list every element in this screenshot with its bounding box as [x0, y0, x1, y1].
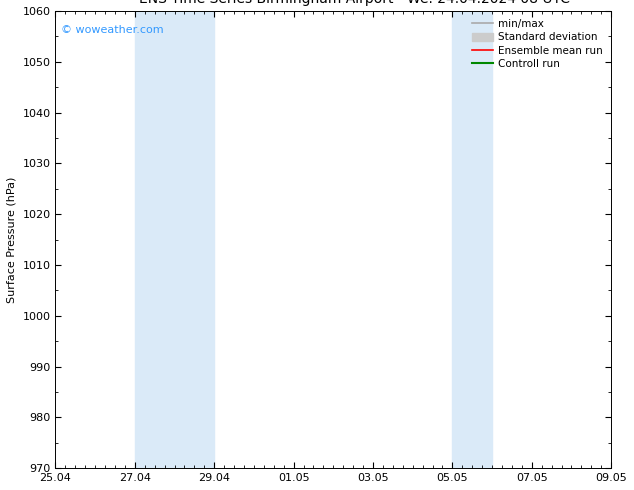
Bar — [135, 11, 214, 468]
Text: © woweather.com: © woweather.com — [61, 24, 164, 35]
Legend: min/max, Standard deviation, Ensemble mean run, Controll run: min/max, Standard deviation, Ensemble me… — [469, 16, 606, 72]
Bar — [453, 11, 492, 468]
Text: ENS Time Series Birmingham Airport: ENS Time Series Birmingham Airport — [139, 0, 394, 6]
Text: We. 24.04.2024 08 UTC: We. 24.04.2024 08 UTC — [408, 0, 571, 6]
Y-axis label: Surface Pressure (hPa): Surface Pressure (hPa) — [7, 176, 17, 303]
